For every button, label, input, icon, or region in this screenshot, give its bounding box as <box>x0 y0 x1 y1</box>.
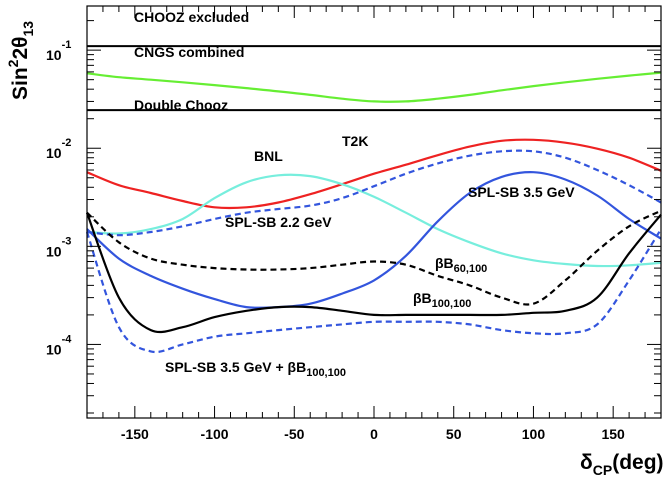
series-layer <box>85 71 662 354</box>
x-tick-label: 100 <box>522 426 546 442</box>
series-line-0 <box>86 71 662 103</box>
y-tick-label: 10-3 <box>46 235 71 259</box>
x-tick-label: -100 <box>201 426 229 442</box>
y-tick-label: 10-2 <box>46 137 71 161</box>
series-line-6 <box>85 212 662 334</box>
hline-layer <box>87 45 661 112</box>
x-tick-label: -150 <box>121 426 149 442</box>
y-tick-label: 10-4 <box>46 333 72 357</box>
label-spl-2-2: SPL-SB 2.2 GeV <box>225 214 332 230</box>
series-line-4 <box>86 149 662 237</box>
label-t2k: T2K <box>342 133 368 149</box>
label-double-chooz: Double Chooz <box>134 97 228 113</box>
x-tick-label: 150 <box>601 426 625 442</box>
label-beta-100: βB100,100 <box>413 290 471 310</box>
label-beta-60: βB60,100 <box>435 255 487 275</box>
label-chooz: CHOOZ excluded <box>134 9 249 25</box>
series-line-2 <box>86 173 662 268</box>
series-line-5 <box>86 209 662 306</box>
series-line-7 <box>85 228 662 354</box>
label-bnl: BNL <box>254 148 283 164</box>
y-axis-title: Sin22θ13 <box>5 21 36 100</box>
y-tick-label: 10-1 <box>46 39 71 63</box>
series-line-3 <box>86 171 662 309</box>
x-tick-label: 0 <box>370 426 378 442</box>
x-axis-title: δCP(deg) <box>580 451 664 478</box>
label-spl-3-5: SPL-SB 3.5 GeV <box>468 184 575 200</box>
label-cngs: CNGS combined <box>134 44 244 60</box>
y-axis: 10-1 10-2 10-3 10-4 <box>46 20 661 414</box>
x-tick-label: -50 <box>284 426 304 442</box>
label-combo: SPL-SB 3.5 GeV + βB100,100 <box>165 359 346 379</box>
annotations: CHOOZ excluded CNGS combined Double Choo… <box>134 9 575 379</box>
x-tick-label: 50 <box>446 426 462 442</box>
x-axis: -150 -100 -50 0 50 100 150 <box>86 6 662 442</box>
series-line-1 <box>86 138 662 210</box>
